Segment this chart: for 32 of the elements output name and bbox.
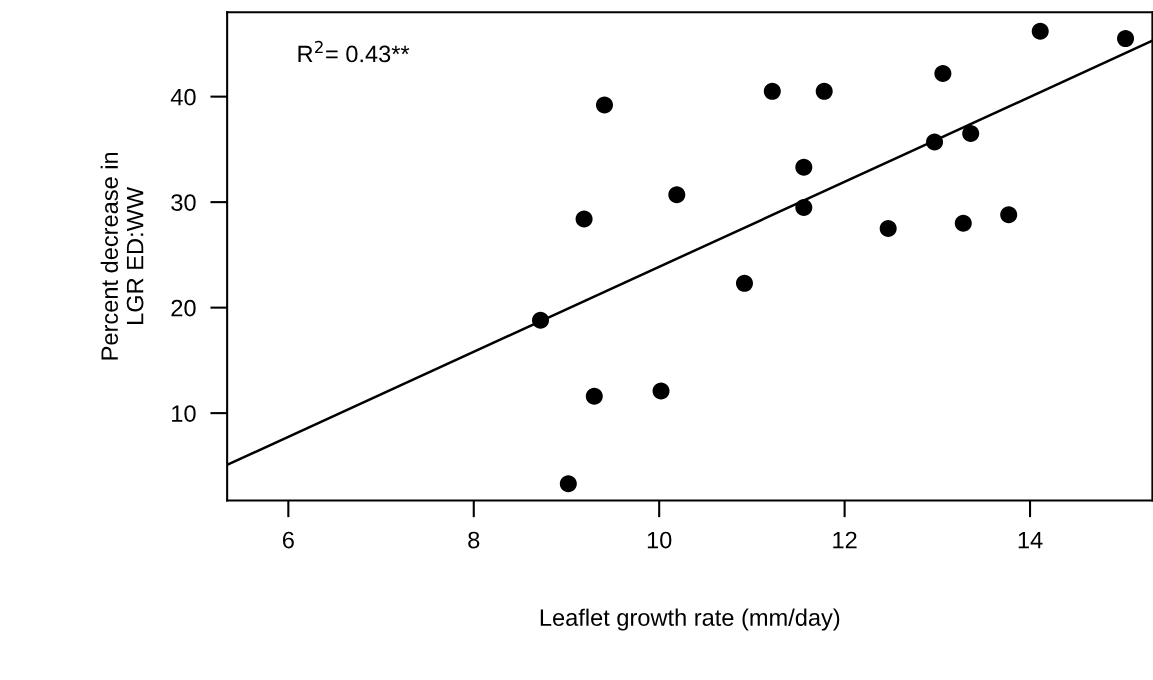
point — [815, 82, 833, 100]
x-tick-label: 10 — [647, 531, 672, 549]
point — [795, 158, 813, 176]
x-tick-label: 12 — [833, 531, 857, 549]
point — [1117, 30, 1135, 48]
x-tick-label: 8 — [468, 531, 480, 549]
annotation: R$^{2}$= 0.43** — [298, 40, 410, 63]
x-tick-label: 6 — [282, 531, 294, 549]
x-tick-label: 14 — [1018, 531, 1043, 549]
y-tick-label: 30 — [171, 194, 196, 211]
point — [532, 311, 550, 329]
point — [668, 186, 686, 204]
point — [559, 475, 577, 493]
point — [585, 387, 603, 405]
y-tick-label: 20 — [171, 299, 196, 317]
y-tick-label: 10 — [172, 405, 196, 422]
point — [926, 133, 944, 151]
point — [934, 64, 952, 82]
point — [763, 82, 781, 100]
y-axis-title: Percent decrease in LGR ED:WW — [100, 152, 144, 360]
point — [735, 274, 753, 292]
point — [962, 125, 980, 143]
point — [1000, 206, 1018, 224]
point — [879, 220, 897, 238]
point — [1031, 22, 1049, 40]
y-tick-label: 40 — [170, 88, 196, 106]
x-axis-title: Leaflet growth rate (mm/day) — [540, 608, 840, 631]
point — [595, 96, 613, 114]
point — [954, 214, 972, 232]
point — [795, 198, 813, 216]
point — [652, 382, 670, 400]
point — [575, 210, 593, 228]
